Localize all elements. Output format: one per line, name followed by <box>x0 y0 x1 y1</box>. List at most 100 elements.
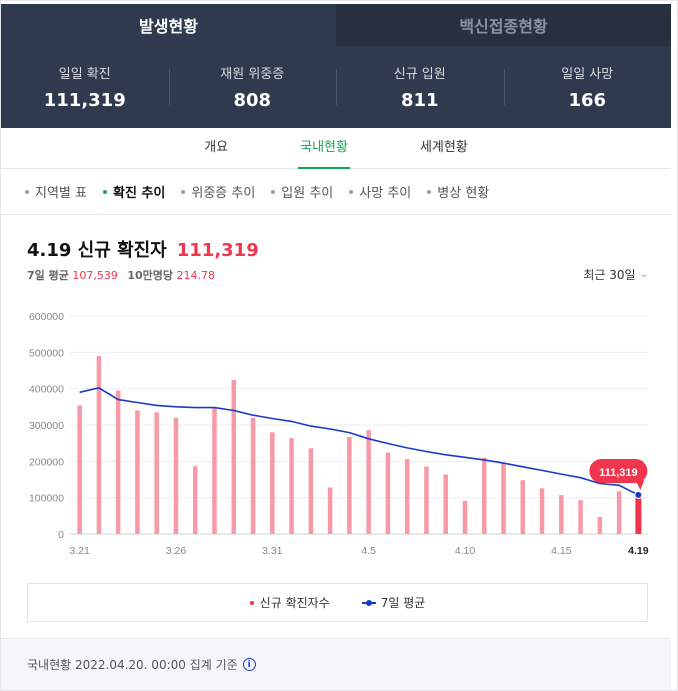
bullet-icon <box>102 189 107 194</box>
chevron-down-icon: ⌄ <box>639 269 648 280</box>
tab-domestic[interactable]: 국내현황 <box>264 128 384 169</box>
stat-label: 일일 사망 <box>561 67 614 82</box>
stat-daily-deaths: 일일 사망 166 <box>503 63 672 111</box>
info-icon[interactable]: i <box>242 658 256 671</box>
period-label: 최근 30일 <box>583 268 636 282</box>
bar <box>443 474 448 534</box>
tab-world[interactable]: 세계현황 <box>419 140 468 155</box>
bullet-icon <box>25 189 29 194</box>
bar <box>192 466 198 534</box>
confirmed-chart: 0 100000 200000 300000 400000 500000 600000 111… <box>29 311 649 557</box>
bar <box>115 390 121 534</box>
bar <box>385 452 391 534</box>
legend-line-icon <box>361 599 376 606</box>
bar <box>404 459 410 534</box>
bar <box>135 410 140 534</box>
stat-value: 111,319 <box>43 90 126 111</box>
average-line <box>79 387 639 496</box>
footer-text: 국내현황 2022.04.20. 00:00 집계 기준 <box>27 658 238 672</box>
bar <box>250 417 256 534</box>
bar <box>635 493 642 534</box>
legend-line[interactable]: 7일 평균 <box>361 594 426 611</box>
x-tick-label: 4.5 <box>361 545 376 557</box>
filter-confirmed-trend[interactable]: 확진 추이 <box>102 182 166 201</box>
bullet-icon <box>271 189 276 194</box>
bar <box>481 457 487 534</box>
tab-outbreak-status[interactable]: 발생현황 <box>1 4 336 46</box>
bar <box>424 466 429 534</box>
bar <box>462 500 468 534</box>
bar <box>578 500 583 534</box>
headline: 4.19 신규 확진자 111,319 <box>27 236 259 262</box>
callout-pointer <box>636 480 645 490</box>
bar <box>366 430 371 534</box>
bar <box>173 417 179 534</box>
stat-label: 신규 입원 <box>393 67 446 82</box>
stat-label: 재원 위중증 <box>220 67 285 82</box>
filter-label: 지역별 표 <box>35 186 87 201</box>
filter-admission-trend[interactable]: 입원 추이 <box>271 182 333 201</box>
filter-regional-table[interactable]: 지역별 표 <box>25 182 87 201</box>
filter-bed-status[interactable]: 병상 현황 <box>427 182 489 201</box>
highlight-callout <box>589 459 648 483</box>
x-tick-label: 4.10 <box>455 545 476 557</box>
bullet-icon <box>427 189 432 194</box>
filter-bar: 지역별 표 확진 추이 위중증 추이 입원 추이 사망 추이 병상 현황 <box>1 169 671 215</box>
filter-death-trend[interactable]: 사망 추이 <box>349 182 411 201</box>
avg-label: 7일 평균 <box>27 269 69 282</box>
per-capita-value: 214.78 <box>176 269 216 282</box>
legend-line-label: 7일 평균 <box>380 596 426 610</box>
bar <box>231 379 237 534</box>
y-tick-label: 300000 <box>29 420 64 432</box>
bar <box>347 436 352 534</box>
stat-value: 166 <box>568 90 607 111</box>
bar <box>289 438 294 534</box>
bar <box>270 432 275 534</box>
bar <box>96 355 102 534</box>
period-dropdown[interactable]: 최근 30일 ⌄ <box>583 266 648 283</box>
subline: 7일 평균 107,539 10만명당 214.78 <box>27 267 221 283</box>
filter-label: 확진 추이 <box>112 186 166 201</box>
chart-legend: 신규 확진자수 7일 평균 <box>27 583 648 622</box>
legend-bars-label: 신규 확진자수 <box>259 596 330 610</box>
stat-new-admissions: 신규 입원 811 <box>336 63 504 111</box>
bullet-icon <box>181 189 186 194</box>
bar <box>616 491 622 534</box>
headline-title: 4.19 신규 확진자 <box>27 240 167 261</box>
y-tick-label: 0 <box>58 529 64 541</box>
bar <box>308 448 314 534</box>
stat-daily-confirmed: 일일 확진 111,319 <box>1 63 169 111</box>
highlight-callout-label: 111,319 <box>599 467 638 479</box>
legend-bars[interactable]: 신규 확진자수 <box>249 594 330 611</box>
bar <box>212 407 217 534</box>
stat-value: 811 <box>400 90 439 111</box>
sub-tabs: 개요 국내현황 세계현황 <box>1 128 671 169</box>
bar <box>559 495 564 534</box>
filter-label: 입원 추이 <box>281 186 334 201</box>
bullet-icon <box>349 189 354 194</box>
avg-value: 107,539 <box>72 269 118 282</box>
tab-vaccination-status[interactable]: 백신접종현황 <box>336 4 671 46</box>
bar <box>539 488 545 534</box>
y-tick-label: 100000 <box>29 493 64 505</box>
y-tick-label: 200000 <box>29 456 64 468</box>
headline-value: 111,319 <box>176 240 259 261</box>
filter-critical-trend[interactable]: 위중증 추이 <box>181 182 255 201</box>
bar <box>501 462 506 534</box>
bar <box>597 516 603 534</box>
x-tick-label: 4.15 <box>551 545 572 557</box>
top-tabs: 발생현황 백신접종현황 <box>1 4 671 46</box>
average-endpoint <box>634 490 643 499</box>
stat-value: 808 <box>233 90 272 111</box>
x-tick-label: 3.26 <box>166 545 187 557</box>
stats-band: 일일 확진 111,319 재원 위중증 808 신규 입원 811 일일 사망… <box>1 46 671 128</box>
bar <box>77 405 82 534</box>
bar <box>154 412 159 534</box>
bar <box>520 480 526 534</box>
stat-label: 일일 확진 <box>58 67 111 82</box>
bar <box>327 487 333 534</box>
tab-overview[interactable]: 개요 <box>204 140 229 155</box>
filter-label: 위중증 추이 <box>191 186 256 201</box>
x-tick-label: 4.19 <box>628 545 649 557</box>
x-tick-label: 3.21 <box>69 545 90 557</box>
